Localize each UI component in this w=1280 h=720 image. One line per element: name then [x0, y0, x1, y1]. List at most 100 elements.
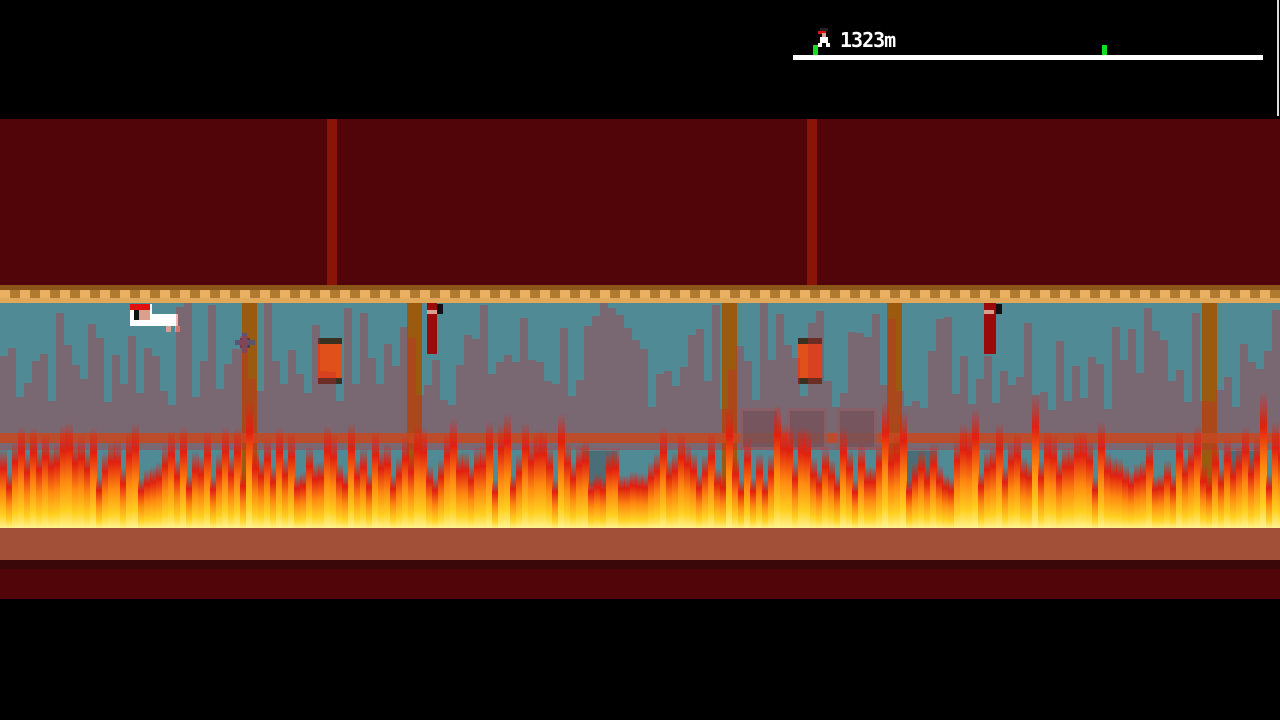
- flame: [504, 412, 511, 530]
- flame-haze: [768, 359, 776, 450]
- flame-haze: [592, 315, 600, 450]
- flame-haze: [240, 336, 248, 450]
- flame: [888, 441, 895, 530]
- flame: [822, 445, 829, 530]
- flame: [1008, 439, 1015, 530]
- flame-haze: [616, 315, 624, 450]
- flame-haze: [760, 301, 768, 450]
- flame-haze: [32, 361, 40, 450]
- flame-haze: [320, 371, 328, 450]
- flame: [492, 480, 499, 530]
- flame: [72, 440, 79, 530]
- flame-haze: [296, 373, 304, 450]
- flame: [666, 458, 673, 530]
- flame-haze: [984, 356, 992, 450]
- flame: [1104, 451, 1111, 530]
- flame: [1212, 441, 1219, 530]
- flame: [594, 472, 601, 530]
- flame: [336, 463, 343, 530]
- flame-haze: [72, 364, 80, 450]
- flame-haze: [280, 384, 288, 450]
- flame: [216, 452, 223, 530]
- flame-haze: [1216, 389, 1224, 450]
- flame: [948, 478, 955, 530]
- flame: [702, 454, 709, 530]
- flame: [690, 452, 697, 530]
- flame-haze: [736, 345, 744, 450]
- flame: [192, 450, 199, 530]
- flame: [66, 421, 73, 530]
- flame-haze: [1136, 372, 1144, 450]
- flame: [318, 460, 325, 530]
- flame-haze: [904, 405, 912, 450]
- flame: [972, 407, 979, 530]
- flame-haze: [648, 407, 656, 450]
- flame: [762, 479, 769, 530]
- flame: [258, 459, 265, 530]
- flame-haze: [784, 345, 792, 450]
- flame-haze: [264, 301, 272, 450]
- flame: [792, 461, 799, 530]
- flame: [186, 474, 193, 530]
- flame: [114, 439, 121, 530]
- flame: [6, 472, 13, 530]
- flame: [864, 465, 871, 530]
- flame: [534, 429, 541, 530]
- flame: [942, 474, 949, 530]
- flame: [1122, 465, 1129, 530]
- flame-haze: [360, 312, 368, 450]
- flame: [1110, 457, 1117, 530]
- flame: [456, 452, 463, 530]
- flame-haze: [1264, 350, 1272, 450]
- flame: [612, 448, 619, 530]
- flame: [684, 443, 691, 530]
- flame: [966, 427, 973, 530]
- flame: [1158, 474, 1165, 530]
- flame-haze: [1152, 331, 1160, 450]
- flame-haze: [488, 374, 496, 450]
- flame: [30, 426, 37, 530]
- flame: [36, 450, 43, 530]
- flame-haze: [464, 335, 472, 450]
- flame: [582, 439, 589, 530]
- flame: [18, 425, 25, 530]
- flame-haze: [696, 328, 704, 450]
- flame-haze: [1064, 400, 1072, 450]
- flame-haze: [608, 308, 616, 450]
- enemy-ninja: [982, 298, 1004, 354]
- flame-haze: [432, 360, 440, 450]
- flame: [312, 463, 319, 530]
- flame-haze: [24, 383, 32, 450]
- flame-haze: [504, 355, 512, 450]
- flame: [306, 444, 313, 530]
- flame: [546, 445, 553, 530]
- flame-haze: [1056, 341, 1064, 450]
- flame-haze: [256, 391, 264, 450]
- flame-haze: [104, 401, 112, 450]
- flame-haze: [480, 304, 488, 450]
- flame: [366, 472, 373, 530]
- flame-haze: [560, 328, 568, 450]
- flame-haze: [496, 361, 504, 450]
- flame-haze: [1096, 364, 1104, 450]
- flame: [408, 453, 415, 530]
- flame: [450, 417, 457, 530]
- flame-haze: [352, 383, 360, 450]
- flame: [660, 426, 667, 530]
- flame-haze: [848, 332, 856, 450]
- flame-haze: [224, 363, 232, 450]
- flame: [1056, 459, 1063, 530]
- flame-haze: [1192, 313, 1200, 450]
- fire-wall: [0, 300, 1280, 530]
- flame-haze: [808, 322, 816, 450]
- flame: [228, 455, 235, 530]
- flame: [240, 472, 247, 530]
- flame: [324, 424, 331, 530]
- flame-haze: [144, 348, 152, 450]
- flame-haze: [368, 358, 376, 450]
- flame: [876, 441, 883, 530]
- flame-haze: [1040, 391, 1048, 450]
- flame-haze: [64, 345, 72, 450]
- flame-haze: [832, 407, 840, 450]
- flame-haze: [96, 337, 104, 450]
